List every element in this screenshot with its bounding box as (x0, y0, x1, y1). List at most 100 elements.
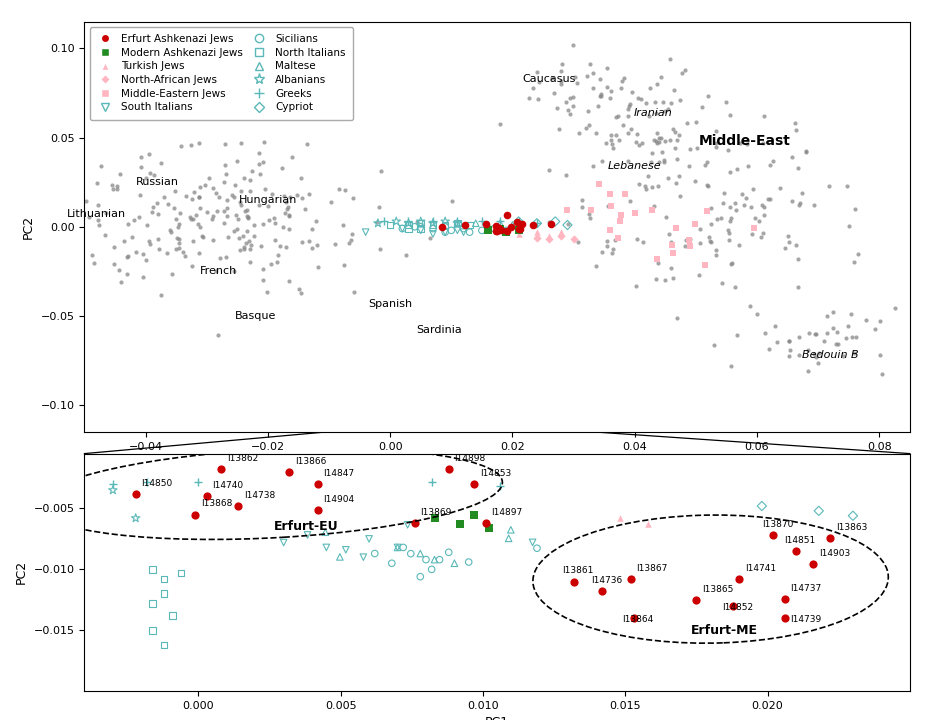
Point (761, 343, 776, 355)
Point (79, 195, 94, 207)
Text: I13863: I13863 (836, 523, 868, 531)
Point (811, 348, 826, 359)
Point (295, 193, 310, 204)
Point (294, 172, 309, 184)
Point (270, 249, 285, 261)
Point (275, 163, 290, 174)
Point (178, 250, 193, 261)
Point (159, 247, 174, 258)
Point (252, 168, 267, 180)
Point (644, 181, 659, 192)
Point (511, 228, 526, 240)
Point (799, 145, 814, 156)
Point (297, 203, 312, 215)
Point (234, 199, 249, 211)
Point (670, 312, 685, 324)
Point (302, 189, 317, 200)
Text: I13867: I13867 (637, 564, 668, 573)
Point (639, 183, 654, 194)
Text: I14850: I14850 (142, 479, 173, 487)
Point (184, 213, 199, 225)
Point (648, 108, 663, 120)
Point (621, 104, 636, 115)
Point (755, 199, 770, 211)
Point (231, 213, 246, 225)
Point (571, 127, 586, 138)
Point (839, 332, 854, 343)
Point (652, 137, 667, 148)
Point (226, 191, 241, 202)
Point (531, 76, 546, 88)
Point (669, 177, 684, 189)
Point (678, 234, 693, 246)
Point (623, 123, 638, 135)
Point (481, 522, 496, 534)
Point (699, 179, 714, 191)
Point (189, 210, 204, 221)
Point (456, 226, 471, 238)
Text: Hungarian: Hungarian (238, 195, 297, 205)
Point (170, 233, 185, 244)
Point (414, 216, 429, 228)
Text: Russian: Russian (136, 177, 179, 187)
Point (566, 91, 581, 103)
Point (338, 184, 353, 196)
Point (318, 526, 333, 538)
Point (630, 92, 645, 104)
Point (356, 552, 371, 563)
Point (343, 234, 358, 246)
Point (219, 210, 234, 222)
Point (450, 225, 465, 236)
Point (674, 68, 689, 79)
Point (522, 92, 537, 104)
Text: Bedouin B: Bedouin B (802, 350, 858, 360)
Point (98, 207, 113, 219)
Point (414, 222, 429, 234)
Point (793, 197, 808, 209)
Point (563, 93, 578, 104)
Point (267, 235, 282, 246)
Point (662, 135, 677, 146)
Point (160, 198, 175, 210)
Point (290, 189, 305, 201)
Point (165, 610, 180, 621)
Point (548, 216, 563, 228)
Point (499, 226, 514, 238)
Point (186, 214, 201, 225)
Point (229, 156, 244, 167)
Point (252, 199, 267, 211)
Point (585, 161, 600, 172)
Point (467, 509, 482, 521)
Point (915, 125, 930, 136)
Point (407, 517, 422, 528)
Point (647, 96, 662, 108)
Point (190, 476, 205, 487)
Point (747, 222, 762, 233)
Point (748, 212, 763, 223)
Point (757, 328, 772, 339)
Point (603, 200, 618, 212)
Point (205, 234, 220, 246)
Point (458, 219, 473, 230)
Point (715, 277, 730, 289)
Point (383, 220, 398, 231)
Point (373, 243, 388, 255)
Point (281, 210, 296, 222)
Point (413, 571, 428, 582)
Point (500, 225, 515, 236)
Point (64, 257, 79, 269)
Point (150, 209, 165, 220)
Point (701, 231, 716, 243)
Point (468, 217, 483, 229)
Point (302, 235, 317, 247)
Point (255, 219, 270, 230)
Point (721, 234, 736, 246)
Point (830, 326, 845, 338)
Point (636, 236, 651, 248)
Point (265, 189, 280, 200)
Point (563, 108, 578, 120)
Point (109, 184, 124, 195)
Point (131, 211, 146, 222)
Point (242, 243, 257, 255)
Point (120, 217, 135, 229)
